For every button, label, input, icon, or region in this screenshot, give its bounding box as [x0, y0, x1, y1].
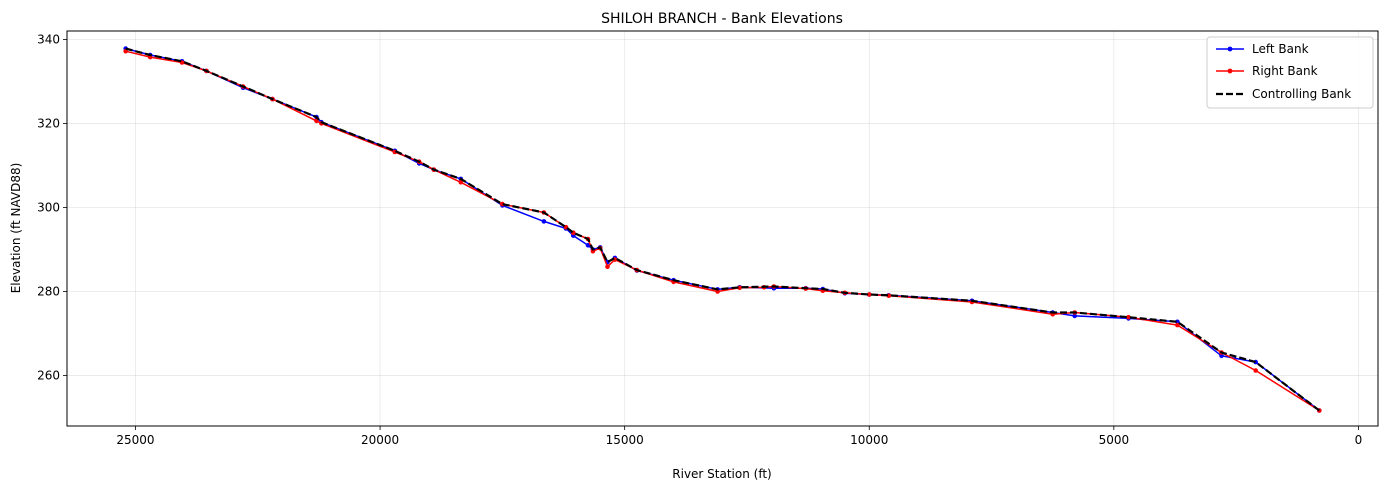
legend-label-controlling-bank: Controlling Bank — [1252, 87, 1351, 101]
point-right-bank — [1253, 368, 1258, 373]
legend: Left Bank Right Bank Controlling Bank — [1206, 36, 1374, 109]
x-axis-label: River Station (ft) — [672, 467, 771, 481]
legend-label-right-bank: Right Bank — [1252, 64, 1318, 78]
point-right-bank — [605, 264, 610, 270]
series-line-right-bank — [125, 50, 1320, 412]
point-right-bank — [715, 289, 720, 294]
point-left-bank — [1072, 313, 1077, 319]
y-tick-label: 280 — [37, 285, 60, 299]
y-axis-label: Elevation (ft NAVD88) — [9, 163, 23, 294]
point-right-bank — [123, 48, 128, 54]
plot-frame — [66, 30, 1379, 427]
legend-box — [1206, 36, 1374, 109]
x-tick-label: 5000 — [1099, 433, 1130, 447]
chart-title: SHILOH BRANCH - Bank Elevations — [601, 11, 843, 27]
legend-marker-left-bank — [1227, 46, 1233, 52]
legend-label-left-bank: Left Bank — [1252, 42, 1309, 56]
series-line-controlling-bank — [125, 47, 1320, 412]
x-tick-label: 25000 — [116, 433, 154, 447]
x-tick-label: 15000 — [606, 433, 644, 447]
series-line-left-bank — [125, 47, 1320, 412]
point-right-bank — [867, 292, 872, 297]
point-right-bank — [458, 180, 464, 185]
x-tick-label: 0 — [1355, 433, 1363, 447]
point-left-bank — [541, 219, 547, 224]
axis-ticks: 25000 20000 15000 10000 5000 0 260 280 300 320 340 — [37, 32, 1362, 447]
x-tick-label: 10000 — [850, 433, 888, 447]
y-tick-label: 260 — [37, 369, 60, 383]
y-tick-label: 340 — [37, 32, 60, 46]
plot-area — [123, 46, 1322, 413]
grid — [67, 31, 1378, 426]
point-left-bank — [585, 243, 591, 248]
legend-marker-right-bank — [1227, 68, 1233, 74]
point-right-bank — [1126, 314, 1131, 320]
x-tick-label: 20000 — [361, 433, 399, 447]
y-tick-label: 320 — [37, 116, 60, 130]
point-right-bank — [737, 285, 742, 291]
point-right-bank — [1175, 322, 1180, 328]
point-left-bank — [1219, 353, 1224, 359]
y-tick-label: 300 — [37, 200, 60, 214]
